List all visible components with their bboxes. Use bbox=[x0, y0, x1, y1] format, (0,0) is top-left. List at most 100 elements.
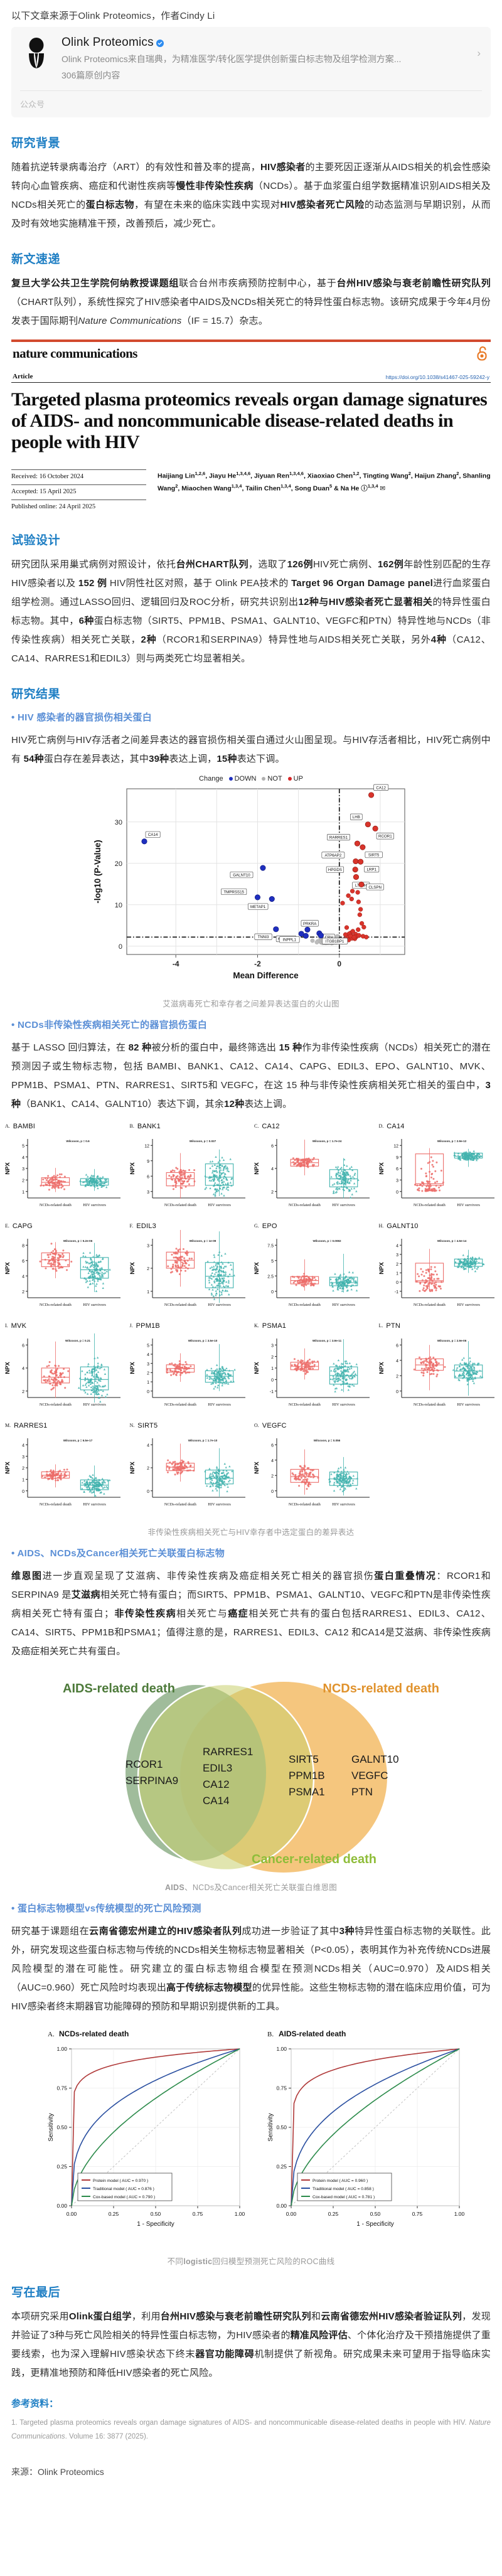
boxplot-point bbox=[339, 1274, 341, 1277]
boxplot-point bbox=[60, 1180, 62, 1182]
boxplot-point bbox=[348, 1375, 350, 1377]
boxplot-point bbox=[225, 1167, 227, 1170]
boxplot-point bbox=[183, 1463, 186, 1466]
boxplot-point bbox=[223, 1483, 226, 1486]
date-published: Published online: 24 April 2025 bbox=[11, 499, 146, 515]
paper-figure: nature communications Article https://do… bbox=[11, 339, 491, 515]
boxplot-ylabel: NPX bbox=[254, 1461, 260, 1473]
boxplot-point bbox=[342, 1285, 344, 1288]
boxplot-point bbox=[456, 1366, 458, 1369]
boxplot-point bbox=[102, 1486, 104, 1489]
boxplot-group-label: HIV survivors bbox=[83, 1502, 106, 1507]
boxplot-point bbox=[210, 1277, 213, 1280]
boxplot-point bbox=[67, 1264, 69, 1266]
boxplot-point bbox=[60, 1183, 63, 1185]
venn-label-cancer: Cancer-related death bbox=[252, 1852, 376, 1866]
boxplot-point bbox=[51, 1187, 53, 1189]
boxplot-point bbox=[223, 1480, 225, 1483]
boxplot-point bbox=[90, 1271, 93, 1273]
reference-item: 1. Targeted plasma proteomics reveals or… bbox=[11, 2418, 491, 2441]
boxplot-point bbox=[336, 1165, 339, 1168]
boxplot-point bbox=[335, 1280, 338, 1283]
boxplot-point bbox=[435, 1375, 437, 1377]
boxplot-point bbox=[466, 1254, 469, 1257]
boxplot-point bbox=[220, 1173, 222, 1175]
boxplot-point bbox=[301, 1473, 303, 1476]
boxplot-point bbox=[174, 1252, 177, 1254]
boxplot-point bbox=[91, 1177, 94, 1180]
svg-text:0: 0 bbox=[396, 1281, 398, 1285]
boxplot-point bbox=[94, 1377, 97, 1379]
boxplot-point bbox=[223, 1165, 226, 1168]
boxplot-point bbox=[339, 1182, 343, 1185]
boxplot-point bbox=[216, 1178, 219, 1181]
boxplot-point bbox=[222, 1282, 224, 1285]
boxplot-point bbox=[462, 1268, 465, 1270]
boxplot-point bbox=[178, 1175, 181, 1178]
boxplot-point bbox=[225, 1187, 228, 1190]
boxplot-point bbox=[58, 1255, 61, 1258]
boxplot-point bbox=[215, 1267, 218, 1269]
boxplot-point bbox=[350, 1367, 353, 1369]
boxplot-point bbox=[353, 1182, 356, 1185]
boxplot-point bbox=[227, 1189, 229, 1191]
svg-text:4: 4 bbox=[396, 1359, 398, 1364]
boxplot-point bbox=[46, 1253, 49, 1256]
boxplot-point bbox=[168, 1174, 170, 1177]
boxplot-point bbox=[63, 1188, 66, 1190]
svg-text:6: 6 bbox=[22, 1344, 24, 1348]
boxplot-point bbox=[215, 1473, 217, 1475]
boxplot-point bbox=[212, 1387, 215, 1389]
boxplot-point bbox=[226, 1475, 229, 1478]
boxplot-point bbox=[222, 1271, 225, 1273]
boxplot-point bbox=[93, 1486, 95, 1489]
boxplot-point bbox=[457, 1374, 460, 1377]
boxplot-point bbox=[103, 1492, 105, 1495]
boxplot-point bbox=[218, 1250, 220, 1253]
boxplot-point bbox=[180, 1180, 183, 1182]
svg-text:0.75: 0.75 bbox=[276, 2085, 287, 2091]
boxplot-point bbox=[100, 1185, 103, 1188]
boxplot-point bbox=[472, 1372, 474, 1374]
boxplot-point bbox=[458, 1263, 461, 1265]
boxplot-point bbox=[433, 1285, 435, 1287]
boxplot-box bbox=[205, 1163, 233, 1186]
boxplot-point bbox=[213, 1376, 216, 1379]
boxplot-point bbox=[225, 1466, 227, 1468]
boxplot-point bbox=[219, 1280, 222, 1282]
boxplot-point bbox=[336, 1367, 339, 1369]
boxplot-point bbox=[55, 1479, 57, 1482]
svg-text:3: 3 bbox=[147, 1362, 149, 1367]
svg-text:5: 5 bbox=[22, 1144, 24, 1148]
boxplot-point bbox=[94, 1494, 97, 1497]
boxplot-point bbox=[166, 1471, 169, 1473]
boxplot-point bbox=[348, 1276, 351, 1279]
boxplot-point bbox=[458, 1364, 461, 1367]
boxplot-point bbox=[348, 1189, 351, 1192]
boxplot-point bbox=[203, 1187, 206, 1190]
roc-curve bbox=[291, 2048, 460, 2206]
boxplot-point bbox=[291, 1364, 293, 1366]
account-card[interactable]: Olink Proteomics Olink Proteomics来自瑞典，为精… bbox=[11, 27, 491, 117]
boxplot-point bbox=[425, 1185, 427, 1187]
boxplot-point bbox=[172, 1461, 174, 1463]
boxplot-point bbox=[336, 1186, 338, 1189]
boxplot-point bbox=[425, 1269, 427, 1271]
svg-text:6: 6 bbox=[22, 1259, 24, 1264]
boxplot-point bbox=[461, 1260, 463, 1263]
boxplot-point bbox=[346, 1164, 348, 1167]
boxplot-point bbox=[464, 1158, 467, 1160]
boxplot-point bbox=[90, 1475, 93, 1478]
doi-link[interactable]: https://doi.org/10.1038/s41467-025-59242… bbox=[385, 374, 489, 380]
boxplot-point bbox=[430, 1276, 432, 1279]
boxplot-point bbox=[209, 1160, 211, 1163]
boxplot-point bbox=[91, 1373, 93, 1376]
boxplot-point bbox=[343, 1174, 346, 1177]
chevron-right-icon[interactable]: › bbox=[477, 47, 481, 59]
boxplot-point bbox=[341, 1481, 344, 1483]
boxplot-point bbox=[216, 1384, 219, 1386]
venn-items-ncds-only: VEGFC bbox=[351, 1770, 388, 1782]
boxplot-point bbox=[419, 1361, 422, 1364]
